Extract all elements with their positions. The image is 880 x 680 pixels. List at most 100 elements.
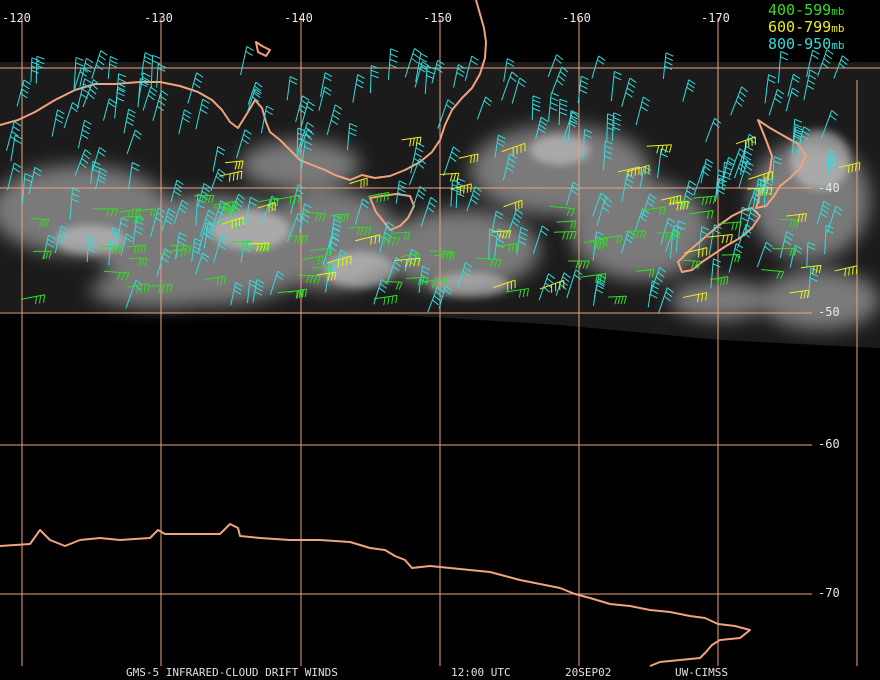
- wind-barb: [299, 101, 315, 131]
- wind-barb: [288, 288, 308, 299]
- wind-barb: [354, 198, 370, 225]
- wind-barb: [54, 225, 69, 254]
- wind-barb: [383, 280, 403, 290]
- wind-barb: [204, 275, 227, 286]
- wind-barb: [395, 180, 407, 204]
- wind-barb: [834, 265, 858, 277]
- wind-barb: [450, 183, 472, 195]
- wind-barb: [491, 230, 512, 240]
- wind-barb: [300, 141, 313, 172]
- wind-barb: [424, 65, 435, 94]
- wind-barb: [16, 79, 31, 107]
- wind-barb: [806, 241, 816, 267]
- wind-barb: [298, 274, 321, 284]
- wind-barb: [636, 268, 655, 278]
- wind-barb: [710, 258, 721, 289]
- wind-barb: [626, 164, 650, 176]
- wind-barb: [596, 197, 613, 227]
- wind-barb: [320, 72, 333, 97]
- wind-barb: [779, 231, 794, 259]
- wind-barb: [230, 281, 243, 306]
- wind-barb: [503, 199, 523, 211]
- wind-barb: [714, 177, 728, 202]
- wind-barb: [494, 134, 506, 158]
- lat-label-50: -50: [818, 305, 840, 319]
- wind-barb: [245, 196, 258, 224]
- wind-barb: [352, 74, 365, 103]
- wind-barb: [92, 208, 119, 217]
- wind-barb: [123, 215, 144, 225]
- wind-barb: [660, 194, 682, 206]
- wind-barb: [453, 64, 466, 88]
- wind-barb: [566, 269, 583, 299]
- wind-barb: [421, 277, 448, 289]
- wind-barb: [501, 142, 526, 156]
- wind-barb: [538, 273, 556, 301]
- wind-barb: [551, 66, 569, 94]
- wind-barb: [7, 162, 22, 191]
- wind-barb: [429, 250, 454, 260]
- wind-barb: [251, 243, 271, 254]
- wind-barb: [408, 158, 426, 186]
- wind-barb: [369, 65, 379, 94]
- wind-barb: [6, 121, 22, 151]
- wind-barb: [438, 285, 453, 309]
- wind-barb: [170, 244, 192, 254]
- wind-barb: [817, 49, 834, 77]
- wind-barb: [406, 276, 429, 286]
- wind-barb: [466, 186, 482, 212]
- wind-barb: [195, 252, 210, 275]
- wind-barb: [495, 242, 518, 253]
- wind-barb: [693, 195, 716, 205]
- wind-barb: [709, 276, 729, 287]
- wind-barb: [437, 99, 455, 129]
- wind-barb: [634, 208, 650, 232]
- wind-barb: [218, 170, 243, 182]
- wind-barb: [680, 180, 697, 210]
- wind-barb: [761, 269, 785, 280]
- wind-barb: [99, 245, 123, 255]
- wind-barb: [427, 286, 444, 313]
- legend-range: 800-950: [768, 35, 832, 53]
- caption-source: UW-CIMSS: [675, 666, 728, 679]
- wind-barb: [197, 222, 214, 253]
- wind-barb: [549, 205, 575, 217]
- wind-barb: [286, 212, 305, 243]
- legend-unit: mb: [831, 22, 845, 35]
- wind-barb: [297, 121, 315, 153]
- wind-barb: [624, 230, 647, 239]
- wind-barb: [718, 221, 742, 231]
- antarctica-coast: [0, 523, 751, 667]
- wind-barb: [502, 153, 517, 181]
- wind-barb: [142, 86, 158, 111]
- wind-barb: [567, 110, 579, 141]
- wind-barb: [303, 211, 327, 222]
- wind-barb: [51, 109, 65, 137]
- wind-barb: [296, 127, 306, 159]
- wind-barb: [330, 213, 350, 223]
- wind-barb: [103, 270, 130, 281]
- wind-barb: [738, 160, 754, 189]
- wind-barb: [240, 45, 254, 76]
- legend-unit: mb: [831, 39, 845, 52]
- wind-barb: [539, 279, 565, 293]
- wind-barb: [649, 266, 667, 296]
- wind-barb: [69, 187, 81, 220]
- lat-label-60: -60: [818, 437, 840, 451]
- wind-barb: [816, 200, 831, 225]
- wind-barb: [684, 247, 708, 258]
- wind-barb: [505, 288, 530, 298]
- wind-barb: [355, 234, 381, 245]
- wind-barb: [114, 86, 126, 119]
- legend-range: 400-599: [768, 1, 832, 19]
- wind-barb: [286, 76, 298, 101]
- wind-barb: [318, 86, 332, 111]
- wind-barb: [82, 79, 101, 108]
- wind-barb: [501, 71, 519, 101]
- wind-barb: [137, 78, 148, 108]
- wind-barb: [91, 146, 107, 173]
- wind-barb: [102, 98, 117, 121]
- wind-barb: [824, 224, 834, 255]
- wind-barb: [669, 200, 689, 211]
- wind-barb: [568, 260, 590, 269]
